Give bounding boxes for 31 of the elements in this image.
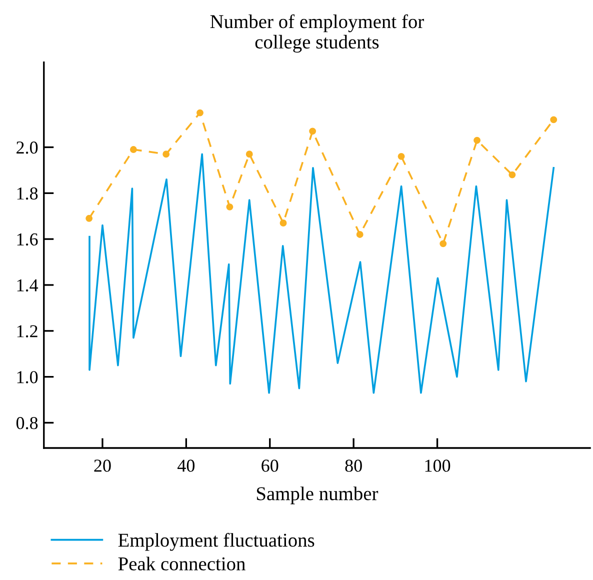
point (196, 109, 204, 116)
point (309, 128, 316, 135)
y-tick-label: 2.0 (16, 141, 38, 154)
legend-label: Employment fluctuations (118, 532, 314, 551)
point (508, 171, 516, 178)
point (130, 146, 137, 154)
point (280, 220, 287, 226)
point (474, 136, 481, 144)
x-tick-label: 60 (262, 460, 278, 472)
x-tick-label: 100 (425, 460, 450, 472)
x-tick-label: 40 (178, 460, 195, 472)
chart-title: Number of employment for college students (210, 14, 424, 53)
y-tick-label: 0.8 (16, 416, 38, 430)
point (550, 116, 558, 124)
x-tick-label: 20 (94, 460, 111, 472)
point (226, 203, 234, 210)
point (440, 240, 447, 248)
y-tick-label: 1.0 (17, 371, 38, 384)
point (86, 214, 93, 222)
y-tick-label: 1.2 (17, 325, 38, 338)
legend-label: Peak connection (118, 556, 246, 570)
x-tick-label: 80 (345, 460, 362, 472)
point (356, 231, 364, 238)
point (162, 150, 170, 158)
point (398, 152, 405, 160)
line-series (88, 153, 555, 394)
point (246, 150, 253, 158)
y-tick-label: 1.4 (17, 279, 38, 292)
y-tick-label: 1.8 (17, 187, 38, 200)
x-axis-title: Sample number (256, 486, 378, 504)
y-tick-label: 1.6 (17, 233, 38, 246)
